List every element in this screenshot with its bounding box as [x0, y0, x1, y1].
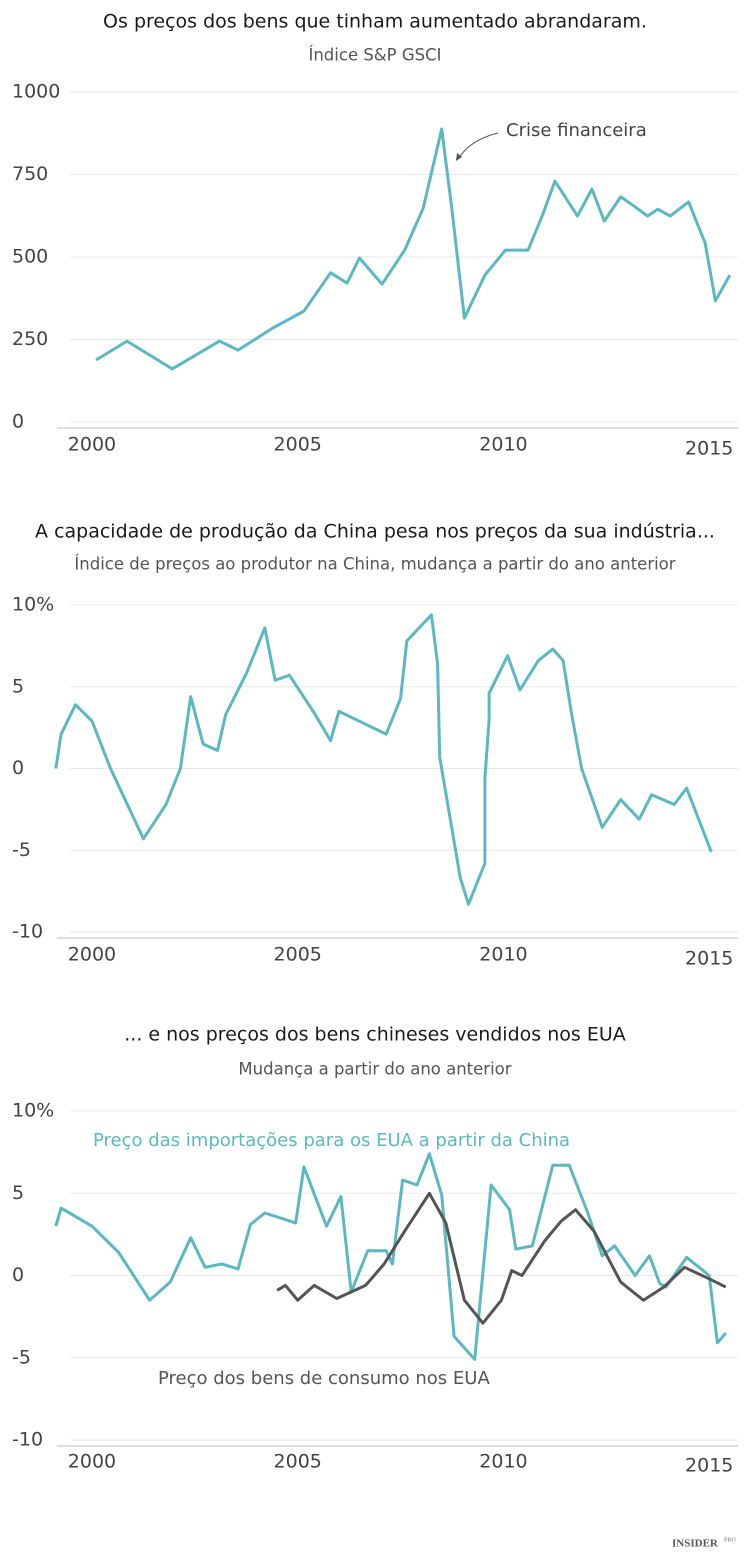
- y-tick-label: 10%: [12, 1100, 54, 1122]
- x-tick-label: 2010: [479, 944, 527, 966]
- x-tick-label: 2000: [68, 434, 116, 456]
- y-tick-label: 0: [12, 411, 24, 433]
- x-tick-label: 2015: [685, 948, 733, 970]
- chart-subtitle: Índice de preços ao produtor na China, m…: [74, 555, 675, 574]
- series-line: [54, 613, 713, 906]
- y-tick-label: -5: [12, 839, 31, 861]
- annotation-arrow: [458, 132, 499, 159]
- brand: INSIDER: [672, 1538, 719, 1550]
- chart-title: ... e nos preços dos bens chineses vendi…: [124, 1024, 625, 1046]
- series-label: Preço dos bens de consumo nos EUA: [158, 1368, 490, 1389]
- x-tick-label: 2000: [68, 1451, 116, 1473]
- y-tick-label: 0: [12, 757, 24, 779]
- x-tick-label: 2010: [479, 434, 527, 456]
- y-tick-label: 10%: [12, 594, 54, 616]
- series-line: [276, 1191, 727, 1325]
- y-tick-label: 750: [12, 163, 48, 185]
- chart-subtitle: Índice S&P GSCI: [308, 46, 441, 65]
- y-tick-label: -5: [12, 1346, 31, 1368]
- brand-badge: PRO: [724, 1537, 736, 1543]
- y-tick-label: 1000: [12, 81, 60, 103]
- y-tick-label: -10: [12, 921, 43, 943]
- y-tick-label: 250: [12, 328, 48, 350]
- x-tick-label: 2005: [274, 1451, 322, 1473]
- series-line: [54, 1152, 727, 1361]
- y-tick-label: 500: [12, 246, 48, 268]
- series-label: Preço das importações para os EUA a part…: [93, 1130, 570, 1151]
- x-tick-label: 2005: [274, 434, 322, 456]
- chart-title: Os preços dos bens que tinham aumentado …: [103, 11, 647, 33]
- chart-title: A capacidade de produção da China pesa n…: [35, 521, 715, 543]
- x-tick-label: 2000: [68, 944, 116, 966]
- y-tick-label: 0: [12, 1264, 24, 1286]
- annotation-arrowhead: [456, 153, 462, 161]
- x-tick-label: 2005: [274, 944, 322, 966]
- x-tick-label: 2010: [479, 1451, 527, 1473]
- chart-subtitle: Mudança a partir do ano anterior: [238, 1060, 511, 1079]
- y-tick-label: 5: [12, 1182, 24, 1204]
- y-tick-label: 5: [12, 675, 24, 697]
- x-tick-label: 2015: [685, 1455, 733, 1477]
- series-line: [95, 127, 732, 371]
- x-tick-label: 2015: [685, 438, 733, 460]
- annotation: Crise financeira: [506, 120, 647, 141]
- y-tick-label: -10: [12, 1429, 43, 1451]
